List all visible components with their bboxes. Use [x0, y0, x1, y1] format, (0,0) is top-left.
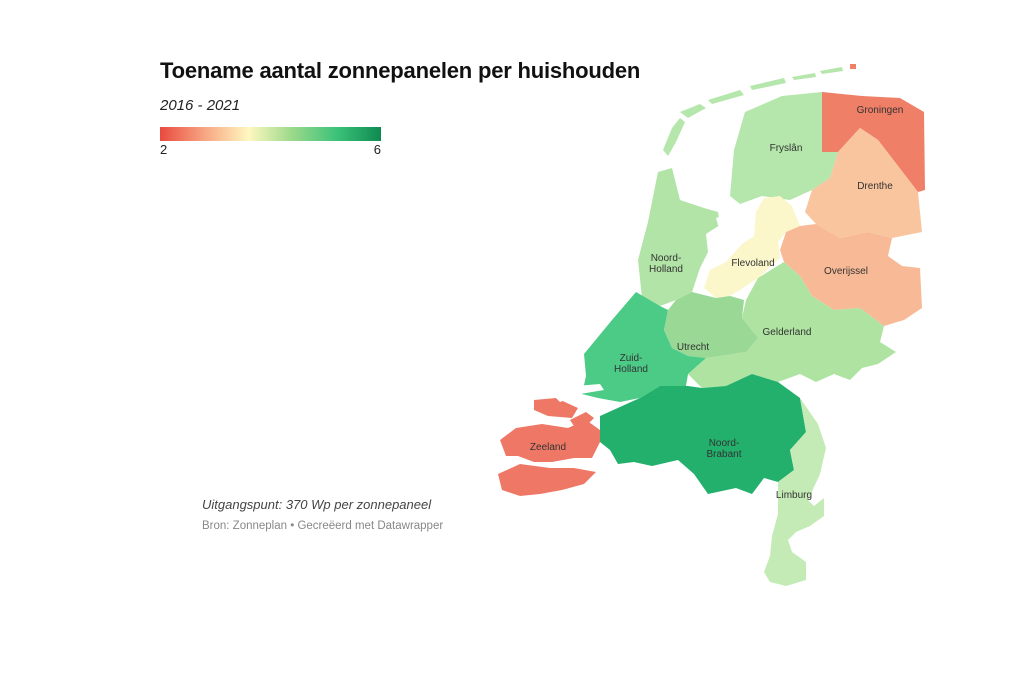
label-noord-brabant-2: Brabant [706, 449, 741, 460]
label-noord-holland-2: Holland [649, 264, 683, 275]
label-drenthe: Drenthe [857, 181, 893, 192]
province-noord-brabant[interactable] [600, 374, 806, 494]
province-flevoland[interactable] [704, 196, 800, 298]
province-fryslan[interactable] [730, 92, 838, 204]
province-utrecht[interactable] [664, 292, 758, 358]
province-gelderland[interactable] [688, 262, 896, 388]
province-drenthe[interactable] [805, 128, 922, 238]
legend-min-label: 2 [160, 142, 168, 157]
province-noord-holland[interactable] [638, 168, 720, 306]
province-limburg[interactable] [764, 398, 826, 586]
legend-gradient-bar [160, 127, 381, 141]
label-flevoland: Flevoland [731, 258, 774, 269]
color-legend: 2 6 [160, 127, 381, 157]
label-overijssel: Overijssel [824, 266, 868, 277]
footnote-assumption: Uitgangspunt: 370 Wp per zonnepaneel [202, 497, 432, 512]
label-limburg: Limburg [776, 490, 812, 501]
legend-max-label: 6 [373, 142, 381, 157]
map-subtitle: 2016 - 2021 [160, 97, 241, 114]
label-groningen: Groningen [857, 105, 904, 116]
map-title: Toename aantal zonnepanelen per huishoud… [160, 58, 641, 83]
province-labels: Groningen Fryslân Drenthe Noord- Holland… [530, 105, 903, 501]
label-gelderland: Gelderland [763, 327, 812, 338]
province-zuid-holland[interactable] [582, 292, 706, 402]
label-noord-holland-1: Noord- [651, 253, 682, 264]
water-inlets [554, 212, 742, 402]
label-zuid-holland-2: Holland [614, 364, 648, 375]
label-utrecht: Utrecht [677, 342, 709, 353]
source-credit: Bron: Zonneplan • Gecreëerd met Datawrap… [202, 520, 444, 532]
label-fryslan: Fryslân [770, 143, 803, 154]
label-zuid-holland-1: Zuid- [620, 353, 643, 364]
label-zeeland: Zeeland [530, 442, 566, 453]
wadden-islands [663, 64, 856, 156]
label-noord-brabant-1: Noord- [709, 438, 740, 449]
province-zeeland[interactable] [498, 398, 600, 496]
province-groningen[interactable] [822, 92, 925, 192]
province-overijssel[interactable] [780, 224, 922, 326]
